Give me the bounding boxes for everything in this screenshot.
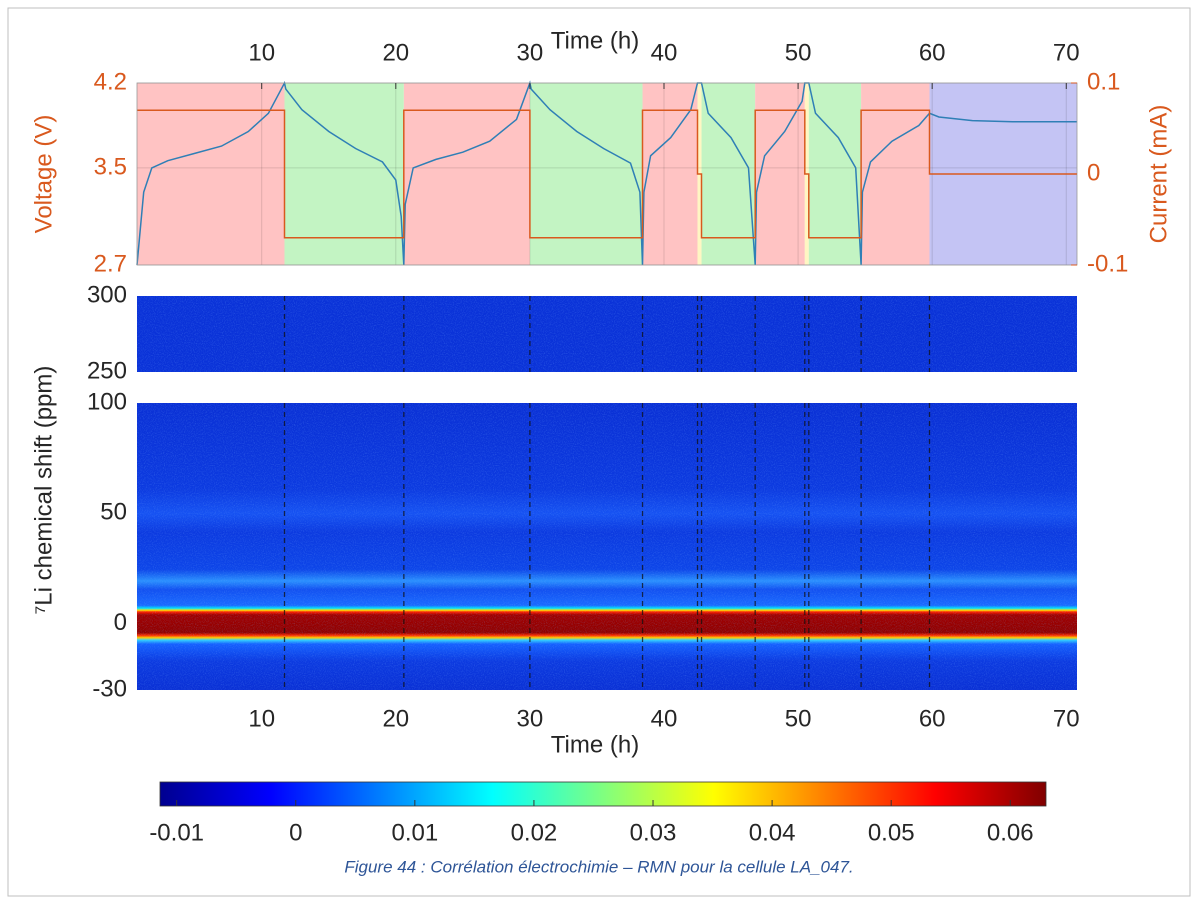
x-tick-label: 30 [517,705,544,732]
y-tick-label: 3.5 [94,153,127,180]
x-tick-label: 70 [1053,39,1080,66]
y-tick-label: 0 [114,609,127,636]
x-tick-label: 60 [919,705,946,732]
series-line [136,80,1077,266]
y2-axis-title: Current (mA) [1145,105,1172,244]
phase-region [701,83,756,265]
x-tick-label: 10 [248,705,275,732]
colorbar-tick-label: 0.02 [511,819,558,846]
y-tick-label: 2.7 [94,250,127,277]
colorbar [159,781,1047,807]
x-axis-title: Time (h) [551,27,639,54]
y2-tick-label: -0.1 [1087,250,1128,277]
y-tick-label: 250 [87,357,127,384]
x-tick-label: 50 [785,39,812,66]
phase-region [808,83,862,265]
colorbar-tick-label: 0.03 [630,819,677,846]
colorbar-tick-label: 0.06 [987,819,1034,846]
nmr-panel: 250 300 -30 0 50 100 10 20 30 40 50 60 70 Time (h) ⁷Li… [30,281,1079,846]
colorbar-tick-label: 0.05 [868,819,915,846]
x-tick-label: 30 [517,39,544,66]
frame [7,7,1191,897]
x-tick-label: 70 [1053,705,1080,732]
x-axis-title: Time (h) [551,731,639,758]
y-tick-label: 300 [87,281,127,308]
colorbar-tick-label: 0.01 [391,819,438,846]
y-axis-title: ⁷Li chemical shift (ppm) [30,366,57,615]
electrochem-panel: 10 20 30 40 50 60 70 2.7 3.5 4.2 -0.1 0 0.1 Time (h) V… [30,27,1172,277]
y-tick-label: 4.2 [94,68,127,95]
x-tick-label: 50 [785,705,812,732]
x-tick-label: 10 [248,39,275,66]
y-tick-label: 100 [87,388,127,415]
y2-tick-label: 0.1 [1087,68,1120,95]
spectrum-noise [137,296,1077,372]
x-tick-label: 60 [919,39,946,66]
colorbar-tick-label: 0 [289,819,302,846]
x-tick-label: 40 [651,39,678,66]
phase-region [529,83,643,265]
colorbar-tick-label: 0.04 [749,819,796,846]
y2-tick-label: 0 [1087,159,1100,186]
series-line [137,109,1077,239]
colorbar-tick-label: -0.01 [149,819,204,846]
phase-region [284,83,404,265]
y-tick-label: 50 [100,499,127,526]
caption: Figure 44 : Corrélation électrochimie – … [344,857,853,876]
y-axis-title: Voltage (V) [30,115,57,234]
spectrum-noise [137,403,1077,690]
y-tick-label: -30 [92,675,127,702]
phase-region [137,83,285,265]
x-tick-label: 20 [382,39,409,66]
phase-region [861,83,930,265]
phase-region [755,83,805,265]
phase-region [403,83,530,265]
x-tick-label: 40 [651,705,678,732]
x-tick-label: 20 [382,705,409,732]
